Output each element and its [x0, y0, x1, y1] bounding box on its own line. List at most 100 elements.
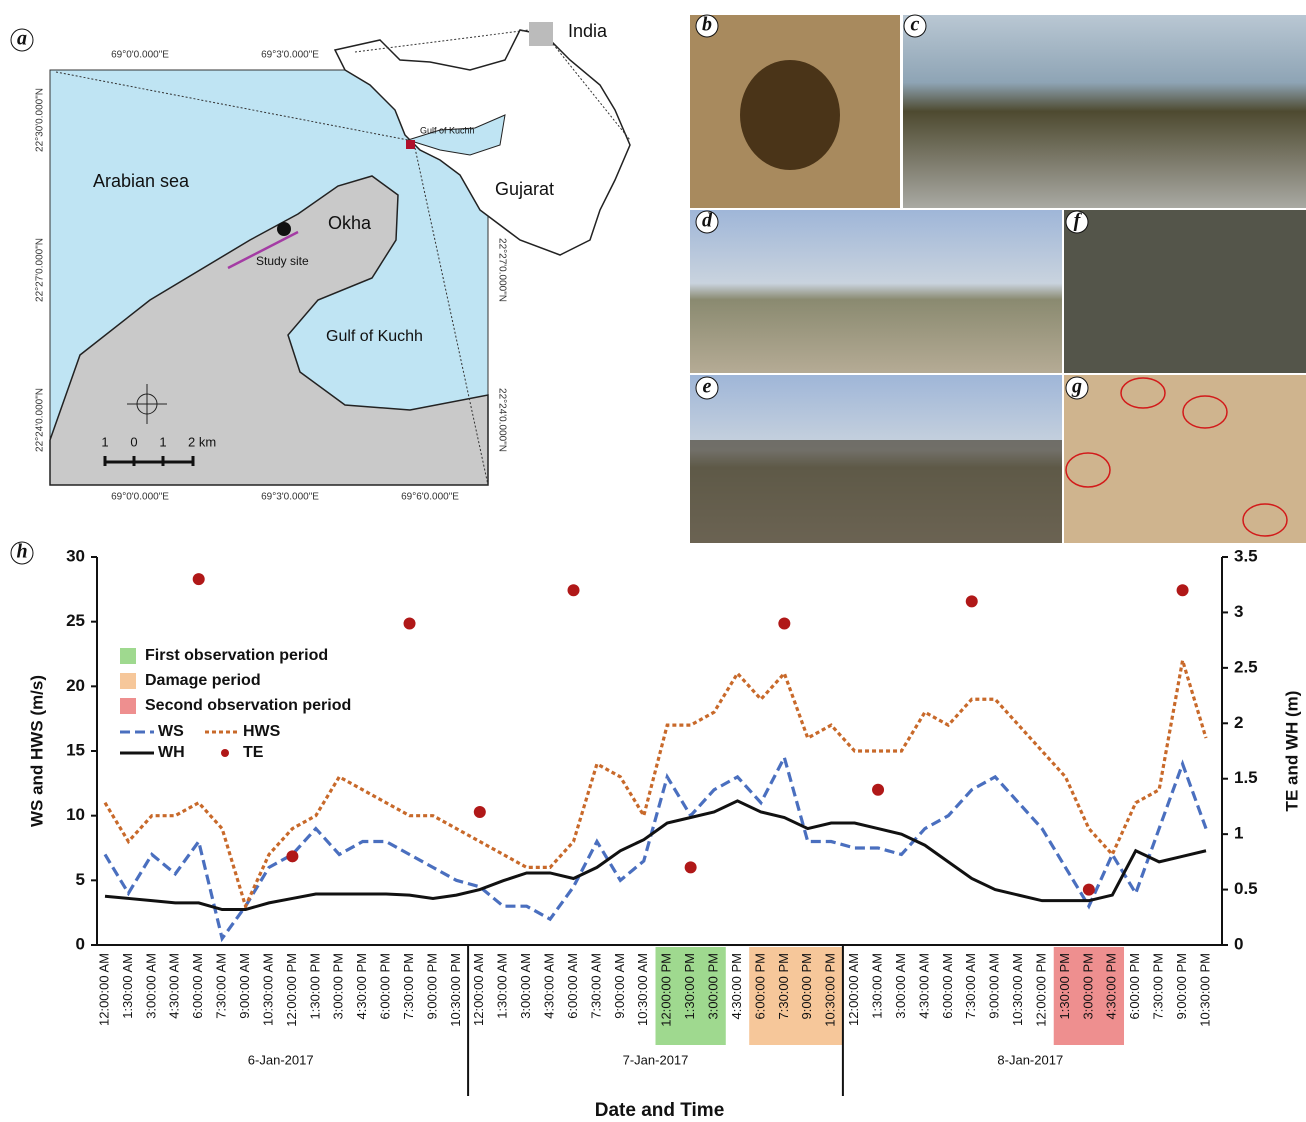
x-tick-label: 1:30:00 PM	[682, 953, 697, 1020]
panel-label: d	[702, 210, 713, 232]
x-tick-label: 3:00:00 PM	[706, 953, 721, 1020]
y-tick-label: 5	[76, 870, 85, 889]
x-tick-label: 7:30:00 AM	[963, 953, 978, 1019]
panel-label: e	[703, 376, 712, 398]
scale-label: 1	[159, 434, 166, 449]
data-point	[778, 618, 790, 630]
map: 69°0'0.000"E 69°3'0.000"E 69°0'0.000"E 6…	[35, 21, 630, 503]
figure: 69°0'0.000"E 69°3'0.000"E 69°0'0.000"E 6…	[0, 0, 1306, 1122]
lon-label: 69°3'0.000"E	[261, 492, 319, 503]
x-tick-label: 7:30:00 AM	[588, 953, 603, 1019]
y2-axis-label: TE and WH (m)	[1282, 691, 1301, 812]
lon-label: 69°6'0.000"E	[401, 492, 459, 503]
lat-label: 22°24'0.000"N	[35, 388, 46, 452]
x-tick-label: 7:30:00 PM	[776, 953, 791, 1020]
place-label: Gujarat	[495, 179, 554, 199]
data-point	[685, 861, 697, 873]
lat-label: 22°24'0.000"N	[496, 388, 507, 452]
lat-label: 22°27'0.000"N	[35, 238, 46, 302]
photo-f	[1064, 210, 1306, 373]
x-tick-label: 3:00:00 AM	[518, 953, 533, 1019]
x-tick-label: 6:00:00 PM	[752, 953, 767, 1020]
x-tick-label: 9:00:00 AM	[612, 953, 627, 1019]
data-point	[286, 850, 298, 862]
y2-tick-label: 0	[1234, 934, 1243, 953]
x-tick-label: 10:30:00 AM	[1010, 953, 1025, 1026]
x-tick-label: 4:30:00 AM	[542, 953, 557, 1019]
x-tick-label: 10:30:00 PM	[1197, 953, 1212, 1027]
legend-swatch	[120, 673, 136, 689]
scale-label: 1	[101, 434, 108, 449]
legend-label: HWS	[243, 723, 281, 740]
place-label: Gulf of Kuchh	[420, 125, 475, 135]
y2-tick-label: 1	[1234, 824, 1243, 843]
place-label: Arabian sea	[93, 171, 190, 191]
x-tick-label: 9:00:00 PM	[799, 953, 814, 1020]
scale-label: 2 km	[188, 434, 216, 449]
y2-tick-label: 2	[1234, 713, 1243, 732]
group-label: 8-Jan-2017	[997, 1052, 1063, 1067]
group-label: 7-Jan-2017	[623, 1052, 689, 1067]
y-tick-label: 0	[76, 934, 85, 953]
x-tick-label: 1:30:00 AM	[495, 953, 510, 1019]
x-tick-label: 4:30:00 AM	[916, 953, 931, 1019]
x-tick-label: 12:00:00 PM	[659, 953, 674, 1027]
scale-label: 0	[130, 434, 137, 449]
y2-tick-label: 2.5	[1234, 657, 1258, 676]
x-tick-label: 7:30:00 PM	[1151, 953, 1166, 1020]
data-point	[1083, 884, 1095, 896]
y-tick-label: 10	[66, 805, 85, 824]
x-tick-label: 12:00:00 PM	[1033, 953, 1048, 1027]
data-point	[193, 573, 205, 585]
y2-tick-label: 3.5	[1234, 546, 1258, 565]
panel-label: h	[16, 541, 27, 563]
place-label: Study site	[256, 254, 309, 268]
panel-label: b	[702, 14, 712, 36]
data-point	[872, 784, 884, 796]
x-tick-label: 6:00:00 AM	[190, 953, 205, 1019]
y-tick-label: 15	[66, 740, 85, 759]
data-point	[568, 584, 580, 596]
photo-b-subject	[740, 60, 840, 170]
x-tick-label: 4:30:00 AM	[167, 953, 182, 1019]
x-tick-label: 10:30:00 PM	[823, 953, 838, 1027]
panel-label: c	[911, 14, 920, 36]
legend-swatch	[221, 749, 229, 757]
x-tick-label: 6:00:00 PM	[1127, 953, 1142, 1020]
photo-e-ground	[690, 440, 1062, 543]
lon-label: 69°3'0.000"E	[261, 50, 319, 61]
place-label: Okha	[328, 213, 372, 233]
x-tick-label: 10:30:00 AM	[635, 953, 650, 1026]
site-marker	[406, 140, 415, 149]
group-label: 6-Jan-2017	[248, 1052, 314, 1067]
x-tick-label: 12:00:00 AM	[96, 953, 111, 1026]
x-tick-label: 12:00:00 PM	[284, 953, 299, 1027]
x-tick-label: 12:00:00 AM	[846, 953, 861, 1026]
data-line	[105, 757, 1206, 938]
photo-g	[1064, 375, 1306, 543]
x-tick-label: 9:00:00 PM	[1174, 953, 1189, 1020]
legend-label: WS	[158, 723, 184, 740]
x-tick-label: 9:00:00 PM	[424, 953, 439, 1020]
x-tick-label: 4:30:00 PM	[1104, 953, 1119, 1020]
legend-label: WH	[158, 744, 185, 761]
x-tick-label: 6:00:00 AM	[565, 953, 580, 1019]
y-tick-label: 25	[66, 611, 85, 630]
legend-label: First observation period	[145, 647, 328, 664]
data-point	[404, 618, 416, 630]
data-point	[1177, 584, 1189, 596]
photo-c	[903, 15, 1306, 208]
legend-label: TE	[243, 744, 264, 761]
india-inset	[529, 22, 553, 46]
panel-label: g	[1071, 376, 1082, 398]
photo-d	[690, 210, 1062, 373]
panel-label: a	[17, 28, 27, 50]
lat-label: 22°27'0.000"N	[496, 238, 507, 302]
y-axis-label: WS and HWS (m/s)	[27, 675, 46, 827]
x-tick-label: 9:00:00 AM	[987, 953, 1002, 1019]
photos	[690, 15, 1306, 543]
x-tick-label: 6:00:00 PM	[378, 953, 393, 1020]
x-tick-label: 4:30:00 PM	[354, 953, 369, 1020]
x-tick-label: 1:30:00 PM	[307, 953, 322, 1020]
